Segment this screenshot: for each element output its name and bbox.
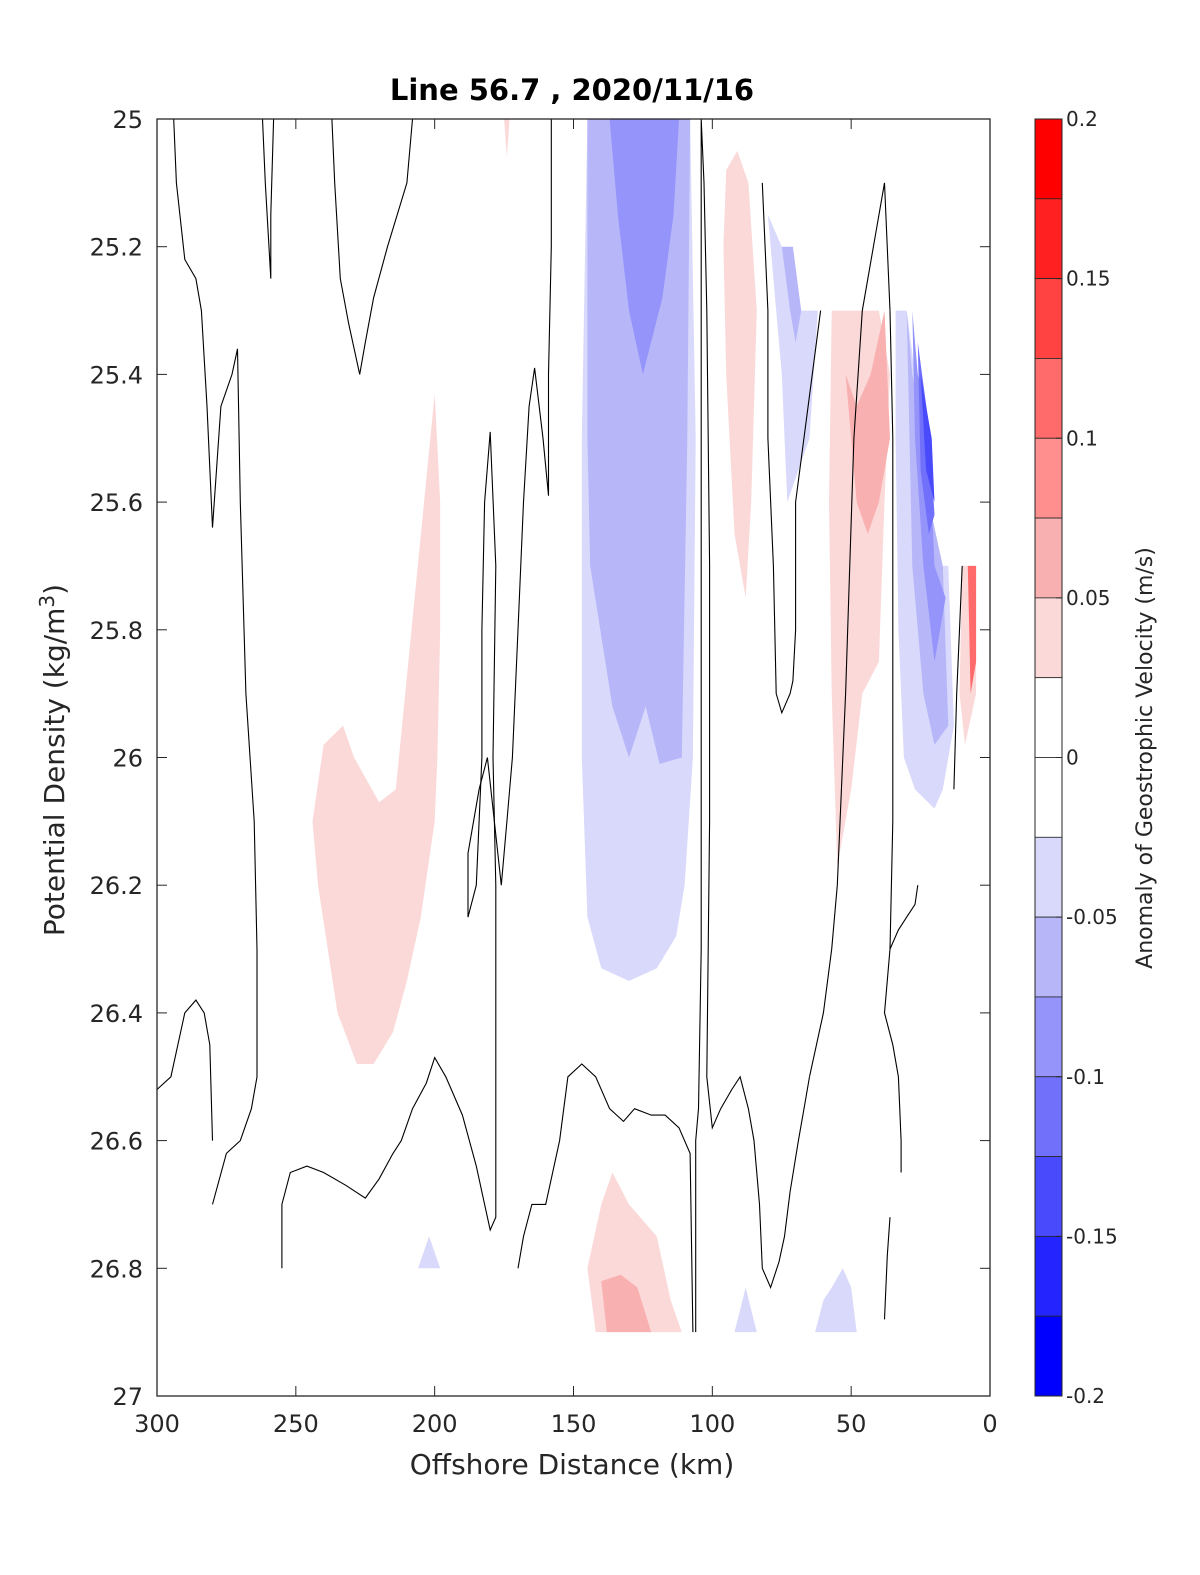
contour-line-c-255-180 [281,431,497,1269]
colorbar-bin [1034,597,1063,679]
colorbar-bin [1034,1315,1063,1397]
y-tick-label: 25 [112,106,143,134]
colorbar-tick-label: -0.2 [1066,1384,1105,1408]
filled-contours [312,119,977,1333]
contour-line-c-300-280 [156,999,214,1141]
x-axis-label: Offshore Distance (km) [410,1448,735,1481]
contour-line-c-262 [261,118,275,279]
y-tick-label: 25.6 [90,489,143,517]
contour-line-c-106-90 [695,118,811,1333]
y-tick-label: 26.6 [90,1128,143,1156]
colorbar-tick-label: 0.1 [1066,426,1098,450]
colorbar-bin [1034,358,1063,439]
y-axis-label-main: Potential Density (kg/m [38,608,71,937]
colorbar-tick-label: -0.05 [1066,905,1118,929]
colorbar-label: Anomaly of Geostrophic Velocity (m/s) [1133,547,1158,969]
colorbar-ticks: 0.2 0.15 0.1 0.05 0 -0.05 -0.1 -0.15 -0.2 [1056,107,1118,1408]
colorbar-bin [1034,836,1063,918]
contour-fill-neg-62-48 [815,1268,857,1333]
plot-area [156,118,991,1397]
colorbar-bin [1034,1156,1063,1237]
contour-fill-neg-205-198 [418,1236,441,1269]
colorbar-tick-label: 0.05 [1066,586,1111,610]
contour-fill-neg-93-85 [734,1287,757,1333]
contour-fill-neg-75-69-l2 [781,246,802,343]
contour-line-c-38-24 [883,1217,891,1320]
y-tick-label: 25.8 [90,617,143,645]
colorbar-bin [1034,1235,1063,1317]
colorbar-bin [1034,996,1063,1078]
colorbar-tick-label: 0.2 [1066,107,1098,131]
y-axis-label-close: ) [38,584,71,595]
chart-title: Line 56.7 , 2020/11/16 [390,73,754,107]
y-axis-label-sup: 3 [35,595,59,608]
y-tick-label: 25.2 [90,234,143,262]
colorbar-bin [1034,198,1063,280]
x-tick-label: 250 [273,1410,319,1438]
contour-fill-neg-150-105-l3 [609,119,679,375]
contour-line-c-188-160 [467,119,552,918]
colorbar-bin [1034,916,1063,998]
colorbar-tick-label: 0 [1066,746,1079,770]
contour-line-c-14-10 [953,565,963,790]
colorbar-bin [1034,118,1063,200]
contour-fill-pos-140-120-l2 [601,1274,652,1333]
colorbar-bin [1034,757,1063,838]
x-tick-label: 0 [982,1410,997,1438]
x-tick-label: 200 [412,1410,458,1438]
contour-line-c-65-40 [808,182,891,1077]
contour-fill-pos-52-38-l2 [845,310,890,534]
colorbar-tick-label: 0.15 [1066,267,1111,291]
y-tick-label: 26 [112,745,143,773]
contour-line-c-296 [173,118,258,1205]
colorbar-bin [1034,677,1063,758]
x-axis: 300 250 200 150 100 50 0 [134,119,998,1438]
contour-lines [156,118,963,1333]
contour-fill-pos-8-5-l2 [967,565,977,694]
contour-line-c-33-24 [883,885,919,1173]
contour-fill-pos-175-174 [504,119,510,158]
x-tick-label: 50 [836,1410,867,1438]
contour-fill-pos-247-200 [312,393,441,1065]
colorbar-bin [1034,1076,1063,1157]
contour-fill-neg-24-20-l5 [920,374,935,503]
contour-line-c-240-205 [331,118,414,375]
y-tick-label: 25.4 [90,361,143,389]
x-tick-label: 300 [134,1410,180,1438]
contour-line-c-36-33 [889,310,894,950]
y-tick-label: 27 [112,1383,143,1411]
y-axis-label: Potential Density (kg/m3) [35,584,71,936]
colorbar-bin [1034,278,1063,359]
colorbar-bins [1034,118,1063,1397]
y-tick-label: 26.8 [90,1255,143,1283]
x-tick-label: 100 [689,1410,735,1438]
colorbar: 0.2 0.15 0.1 0.05 0 -0.05 -0.1 -0.15 -0.2 [1034,107,1118,1408]
colorbar-frame [1034,118,1063,1397]
y-tick-label: 26.2 [90,872,143,900]
colorbar-bin [1034,517,1063,599]
y-tick-label: 26.4 [90,1000,143,1028]
colorbar-bin [1034,437,1063,519]
colorbar-tick-label: -0.1 [1066,1065,1105,1089]
y-axis: 25 25.2 25.4 25.6 25.8 26 26.2 26.4 26.6 26.8 27 [90,106,990,1411]
contour-fill-pos-93-86 [723,150,757,598]
contour-line-c-170-95 [517,1063,694,1333]
contour-line-c-82-71 [761,182,822,715]
colorbar-tick-label: -0.15 [1066,1224,1118,1248]
x-tick-label: 150 [551,1410,597,1438]
